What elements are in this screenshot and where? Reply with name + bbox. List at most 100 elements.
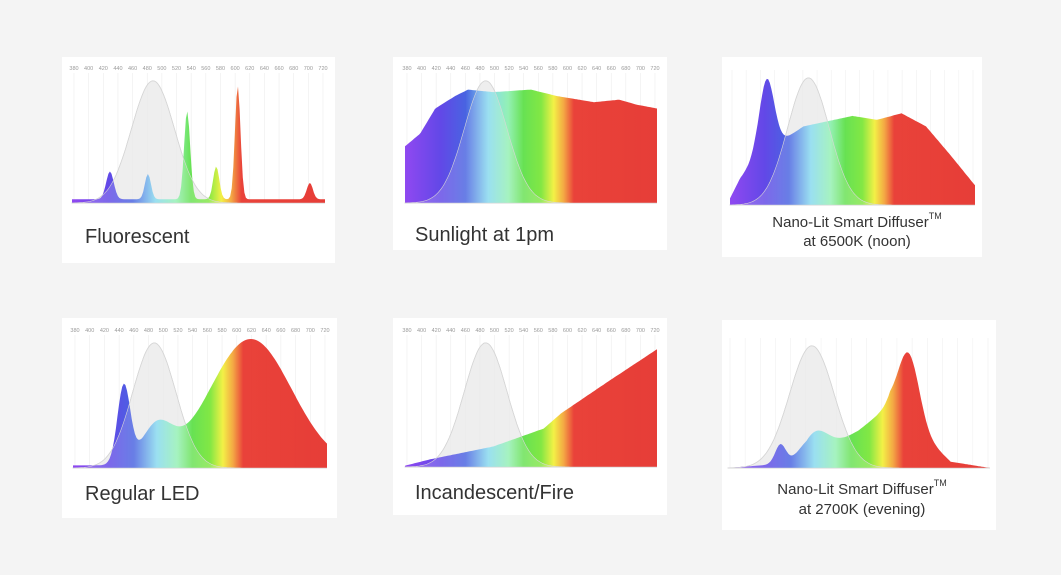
tick-label: 520	[173, 328, 182, 334]
tick-label: 460	[461, 66, 470, 72]
tick-label: 440	[113, 66, 122, 72]
eye-sensitivity-overlay	[404, 342, 657, 468]
tick-label: 400	[84, 66, 93, 72]
caption-line-2: at 2700K (evening)	[799, 501, 926, 518]
tick-label: 480	[144, 328, 153, 334]
tick-label: 720	[650, 66, 659, 72]
tick-label: 640	[262, 328, 271, 334]
tick-label: 640	[592, 66, 601, 72]
trademark: TM	[934, 478, 947, 488]
tick-label: 440	[115, 328, 124, 334]
tick-label: 420	[432, 66, 441, 72]
tick-label: 520	[505, 66, 514, 72]
tick-label: 500	[157, 66, 166, 72]
tick-label: 480	[143, 66, 152, 72]
tick-label: 640	[592, 328, 601, 334]
tick-label: 580	[217, 328, 226, 334]
tick-label: 400	[417, 328, 426, 334]
caption-text: Sunlight at 1pm	[415, 224, 554, 246]
tick-label: 400	[417, 66, 426, 72]
spectrum-curve	[730, 78, 975, 205]
tick-label: 620	[577, 328, 586, 334]
trademark: TM	[929, 211, 942, 221]
tick-label: 600	[231, 66, 240, 72]
tick-label: 580	[548, 66, 557, 72]
caption-text: Incandescent/Fire	[415, 482, 574, 504]
caption-line-2: at 6500K (noon)	[803, 233, 911, 250]
spectrum-card: 380 400 420 440 460 480 500 520 540 560 580 600 620 6…	[62, 318, 337, 518]
tick-label: 440	[446, 328, 455, 334]
spectrum-card: Nano-Lit Smart DiffuserTM at 2700K (eveni…	[722, 320, 996, 530]
eye-sensitivity-overlay	[727, 345, 990, 469]
tick-label: 540	[187, 66, 196, 72]
tick-label: 700	[636, 328, 645, 334]
tick-label: 640	[260, 66, 269, 72]
tick-label: 540	[188, 328, 197, 334]
card	[62, 57, 335, 263]
card	[722, 320, 996, 530]
caption: Nano-Lit Smart DiffuserTM	[777, 478, 946, 498]
tick-label: 380	[69, 66, 78, 72]
tick-label: 660	[607, 328, 616, 334]
tick-label: 600	[563, 66, 572, 72]
tick-label: 460	[128, 66, 137, 72]
caption: Incandescent/Fire	[415, 482, 574, 504]
tick-label: 580	[548, 328, 557, 334]
tick-label: 560	[201, 66, 210, 72]
tick-label: 620	[247, 328, 256, 334]
caption: Regular LED	[85, 483, 200, 505]
tick-label: 660	[276, 328, 285, 334]
tick-label: 420	[99, 66, 108, 72]
tick-label: 560	[203, 328, 212, 334]
tick-label: 560	[534, 328, 543, 334]
tick-label: 680	[621, 328, 630, 334]
spectrum-curve	[405, 89, 657, 203]
caption: Nano-Lit Smart DiffuserTM	[772, 211, 941, 231]
tick-label: 600	[563, 328, 572, 334]
caption-text: Nano-Lit Smart Diffuser	[772, 214, 928, 231]
tick-label: 480	[475, 66, 484, 72]
tick-label: 700	[306, 328, 315, 334]
spectrum-card: 380 400 420 440 460 480 500 520 540 560 580 600 620 6…	[62, 57, 335, 263]
eye-sensitivity-overlay	[729, 77, 975, 206]
tick-label: 500	[159, 328, 168, 334]
tick-label: 580	[216, 66, 225, 72]
tick-label: 680	[289, 66, 298, 72]
tick-label: 460	[129, 328, 138, 334]
spectrum-card: 380 400 420 440 460 480 500 520 540 560 580 600 620 6…	[393, 318, 667, 515]
tick-label: 400	[85, 328, 94, 334]
tick-label: 660	[607, 66, 616, 72]
caption: Sunlight at 1pm	[415, 224, 554, 246]
tick-label: 540	[519, 328, 528, 334]
tick-label: 660	[274, 66, 283, 72]
tick-label: 680	[621, 66, 630, 72]
tick-label: 380	[70, 328, 79, 334]
spectrum-curve	[73, 339, 327, 468]
tick-label: 560	[534, 66, 543, 72]
tick-label: 460	[461, 328, 470, 334]
tick-label: 480	[475, 328, 484, 334]
caption-text: Nano-Lit Smart Diffuser	[777, 481, 933, 498]
tick-label: 700	[636, 66, 645, 72]
eye-sensitivity-overlay	[404, 80, 657, 204]
tick-label: 620	[245, 66, 254, 72]
tick-label: 380	[402, 328, 411, 334]
tick-label: 540	[519, 66, 528, 72]
tick-label: 720	[320, 328, 329, 334]
tick-label: 520	[505, 328, 514, 334]
tick-label: 440	[446, 66, 455, 72]
eye-sensitivity-overlay	[71, 80, 325, 204]
tick-label: 720	[318, 66, 327, 72]
tick-label: 680	[291, 328, 300, 334]
eye-sensitivity-overlay	[72, 342, 327, 469]
tick-label: 500	[490, 66, 499, 72]
spectrum-curve	[405, 349, 657, 467]
tick-label: 620	[577, 66, 586, 72]
caption: Fluorescent	[85, 226, 190, 248]
tick-label: 500	[490, 328, 499, 334]
tick-label: 380	[402, 66, 411, 72]
spectrum-card: Nano-Lit Smart DiffuserTM at 6500K (noon)	[722, 57, 982, 257]
tick-label: 700	[304, 66, 313, 72]
spectrum-card: 380 400 420 440 460 480 500 520 540 560 580 600 620 6…	[393, 57, 667, 250]
